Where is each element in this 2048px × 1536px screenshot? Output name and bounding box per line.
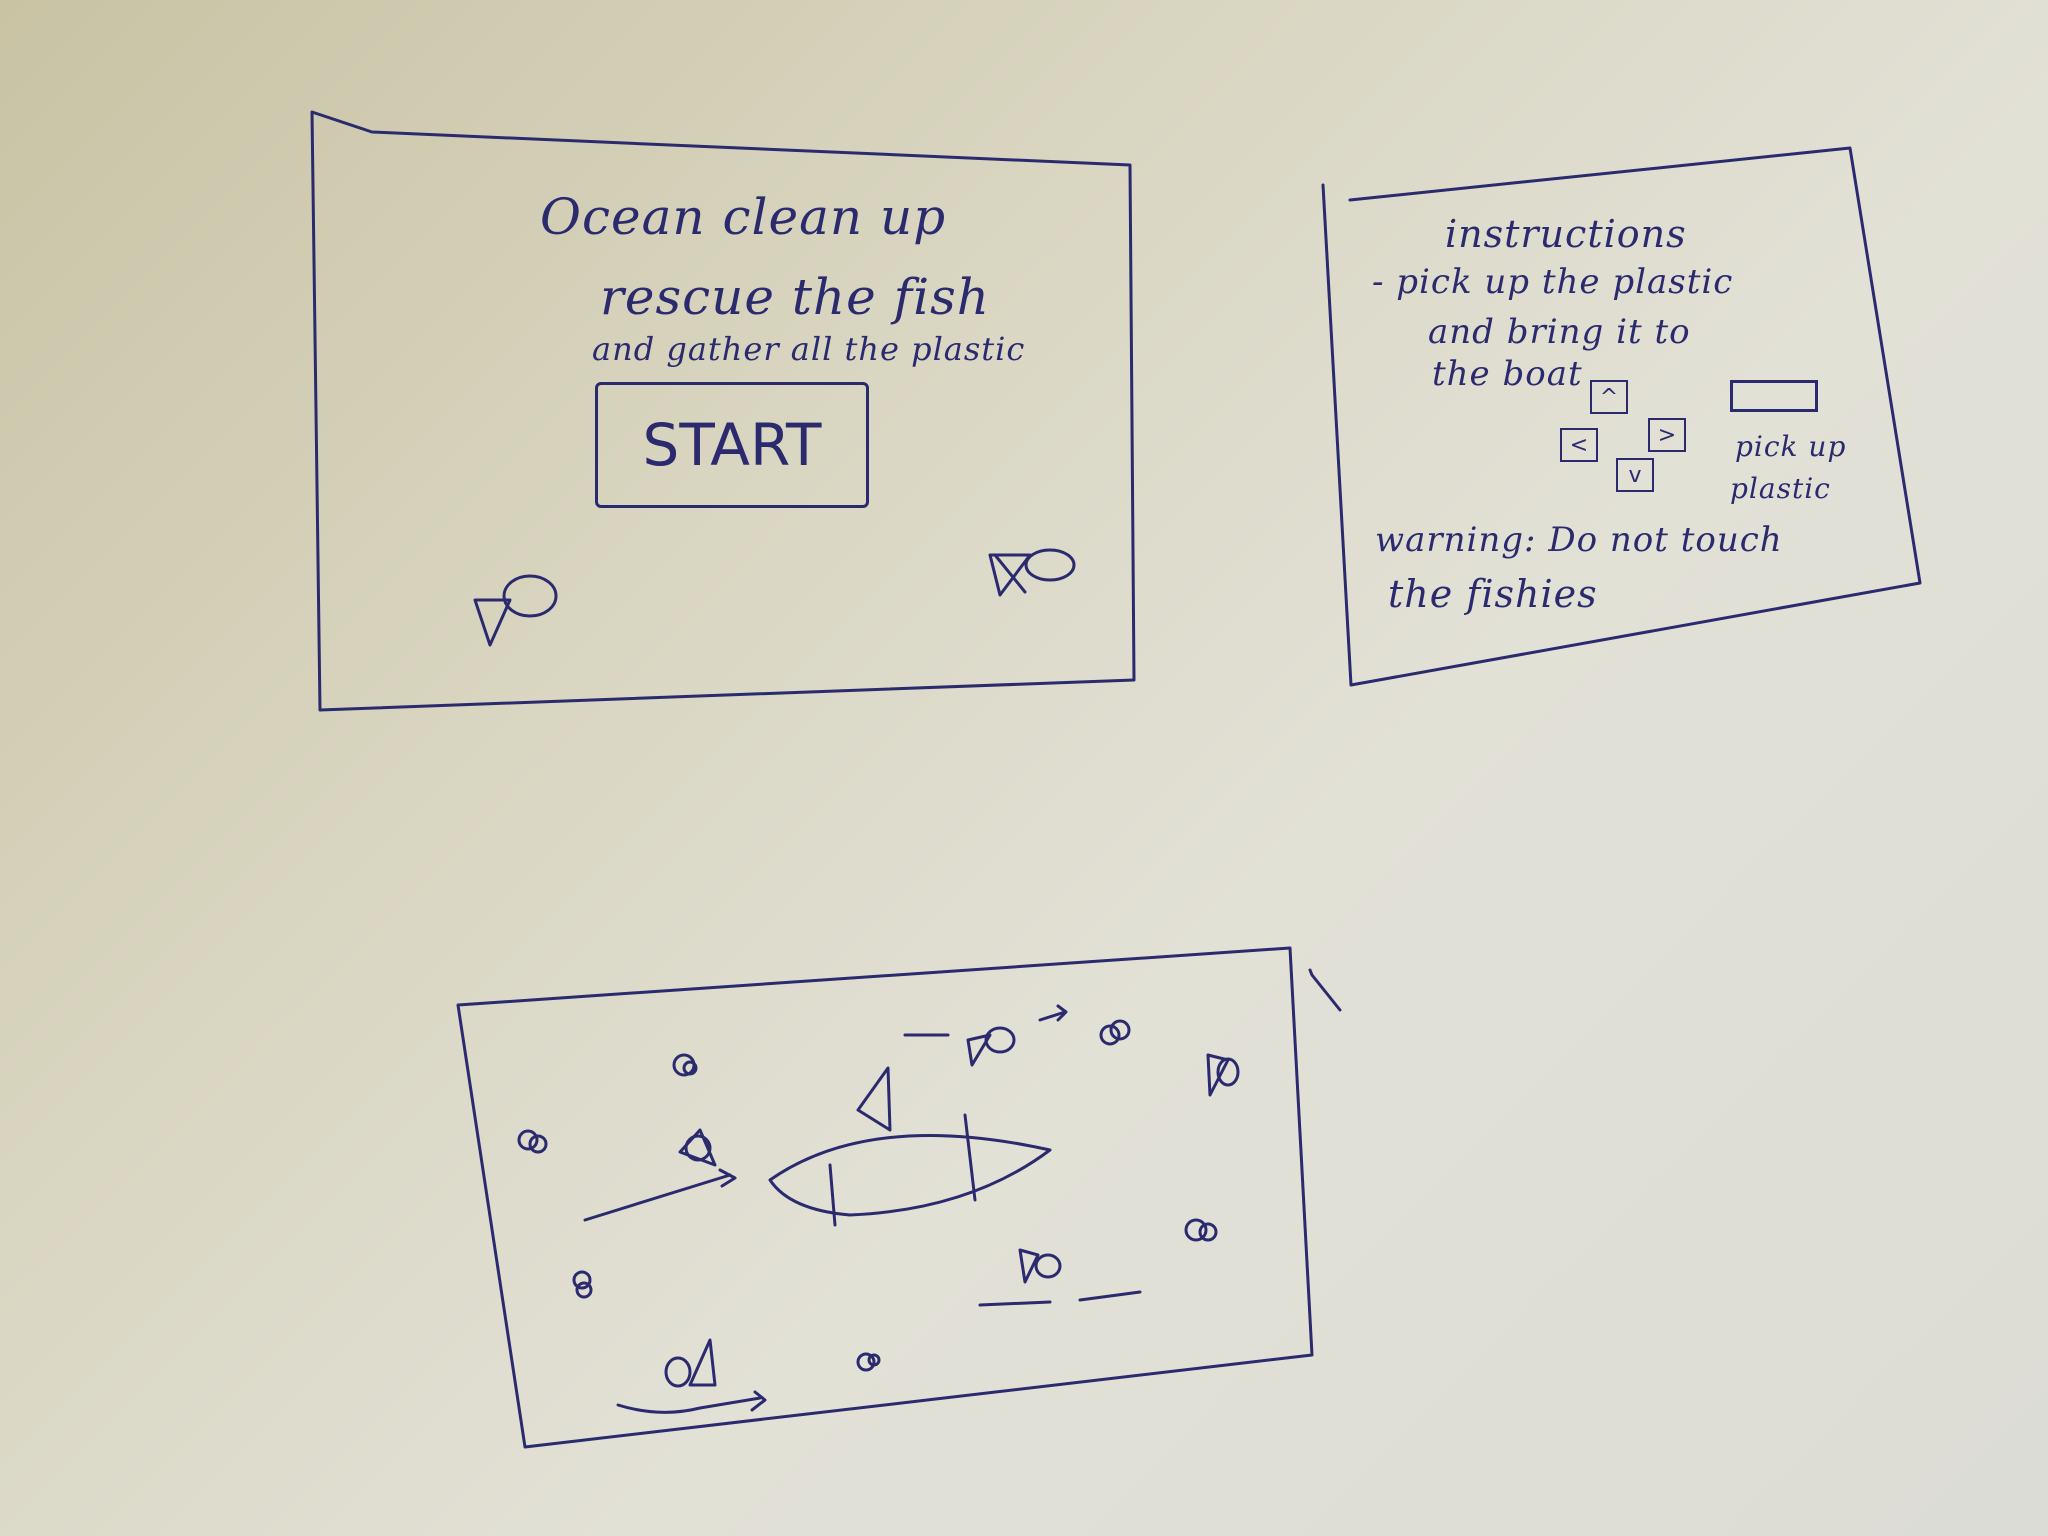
warning-line-2: the fishies <box>1388 572 1598 616</box>
fish-icon-game-1 <box>966 1026 1016 1067</box>
instructions-screen-frame <box>1321 146 1922 687</box>
down-arrow-key[interactable]: v <box>1616 458 1654 492</box>
plastic-icon-5 <box>572 1270 593 1299</box>
plastic-icon-1 <box>517 1129 548 1154</box>
fish-icon-game-4 <box>1018 1248 1062 1284</box>
game-subtitle: rescue the fish <box>600 268 990 326</box>
game-screen-frame <box>456 946 1314 1449</box>
left-arrow-key[interactable]: < <box>1560 428 1598 462</box>
game-title: Ocean clean up <box>540 188 947 246</box>
plastic-icon-6 <box>856 1352 881 1372</box>
pickup-label-2: plastic <box>1730 472 1831 505</box>
fish-icon-game-5 <box>664 1338 717 1388</box>
instructions-line-3: the boat <box>1432 354 1583 394</box>
fish-icon-game-3 <box>678 1128 717 1167</box>
plastic-icon-3 <box>1099 1019 1131 1046</box>
fish-icon-left <box>473 574 558 647</box>
plastic-icon-2 <box>672 1053 698 1077</box>
game-tagline: and gather all the plastic <box>592 330 1026 368</box>
right-arrow-key[interactable]: > <box>1648 418 1686 452</box>
instructions-line-2: and bring it to <box>1428 312 1691 352</box>
spacebar-key[interactable] <box>1730 380 1818 412</box>
instructions-heading: instructions <box>1445 212 1687 256</box>
instructions-line-1: - pick up the plastic <box>1372 262 1734 302</box>
warning-line-1: warning: Do not touch <box>1375 520 1783 560</box>
title-screen-frame <box>310 110 1136 712</box>
plastic-icon-4 <box>1184 1218 1218 1242</box>
up-arrow-key[interactable]: ^ <box>1590 380 1628 414</box>
fish-icon-right <box>988 548 1076 597</box>
pickup-label-1: pick up <box>1735 430 1847 463</box>
start-button[interactable]: START <box>595 382 869 508</box>
boat-icon <box>768 1066 1052 1227</box>
fish-icon-game-2 <box>1206 1053 1240 1097</box>
